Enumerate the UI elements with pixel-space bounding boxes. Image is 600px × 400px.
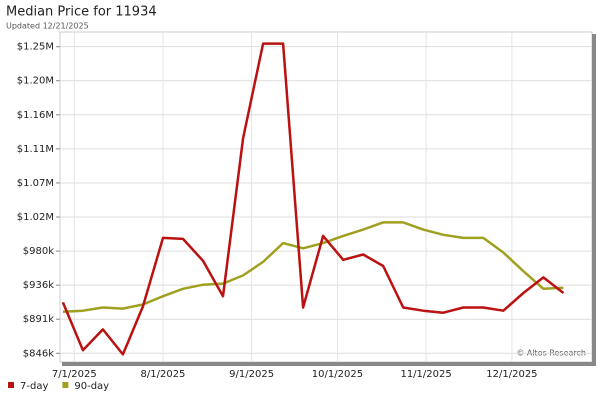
chart-subtitle: Updated 12/21/2025 [6,22,89,31]
x-tick-label: 8/1/2025 [141,369,186,380]
x-tick-label: 11/1/2025 [400,369,451,380]
y-tick-label: $1.16M [17,110,54,121]
y-tick-label: $1.25M [17,42,54,53]
legend-label: 90-day [74,381,109,392]
x-tick-label: 12/1/2025 [486,369,537,380]
y-tick-label: $1.11M [17,144,54,155]
plot-area [59,31,593,363]
series-line [62,221,564,313]
y-tick-label: $1.07M [17,178,54,189]
y-tick-label: $936k [23,280,54,291]
x-tick-label: 7/1/2025 [52,369,97,380]
plot-shadow-bottom [62,362,596,366]
legend-swatch [62,382,69,388]
legend-swatch [8,382,14,388]
chart-title: Median Price for 11934 [6,5,157,20]
y-tick-label: $1.02M [17,212,54,223]
y-tick-label: $846k [23,348,54,359]
plot-shadow-right [592,34,596,366]
series-line [61,42,565,356]
y-tick-label: $1.20M [17,76,54,87]
x-tick-label: 9/1/2025 [229,369,274,380]
legend-label: 7-day [20,381,48,392]
y-tick-label: $980k [23,246,54,257]
y-tick-label: $891k [23,314,54,325]
x-tick-label: 10/1/2025 [312,369,363,380]
